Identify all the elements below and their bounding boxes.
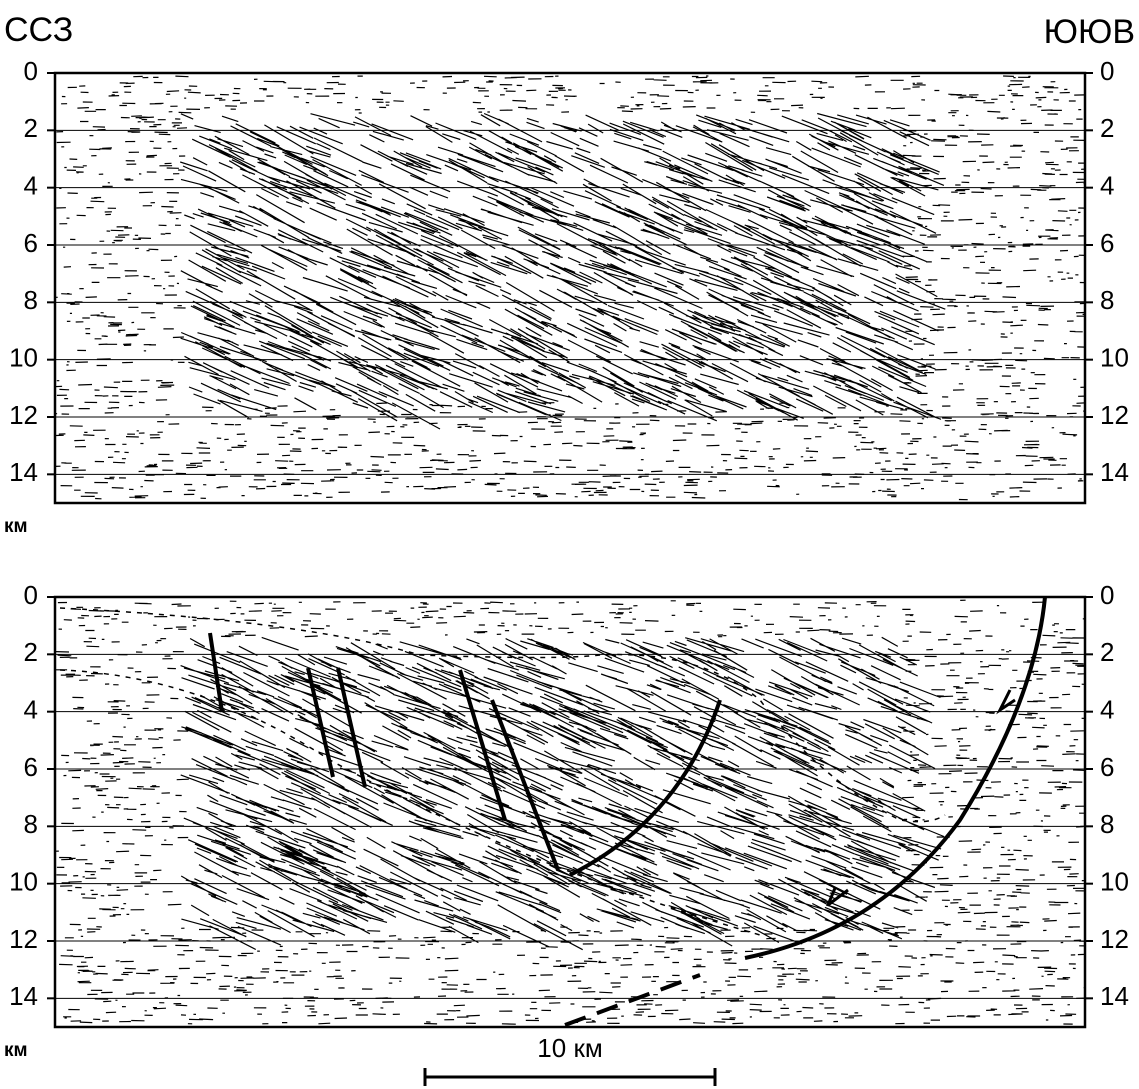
left-depth-label: 6 (24, 752, 38, 782)
left-depth-label: 0 (24, 56, 38, 86)
arrow (826, 887, 849, 907)
right-depth-label: 8 (1100, 285, 1114, 315)
left-depth-label: 4 (24, 171, 38, 201)
fault (336, 667, 367, 788)
right-depth-label: 2 (1100, 113, 1114, 143)
left-depth-label: 2 (24, 113, 38, 143)
arrow (996, 689, 1016, 715)
right-depth-label: 12 (1100, 400, 1129, 430)
detachment-fault (744, 596, 1047, 960)
scale-bar-label: 10 км (537, 1033, 602, 1063)
left-depth-label: 14 (9, 981, 38, 1011)
right-depth-label: 8 (1100, 809, 1114, 839)
left-depth-label: 8 (24, 809, 38, 839)
left-depth-label: 6 (24, 228, 38, 258)
fault (490, 699, 560, 871)
left-depth-label: 10 (9, 867, 38, 897)
depth-unit: км (4, 1040, 28, 1061)
left-depth-label: 14 (9, 457, 38, 487)
seismic-texture (55, 75, 1086, 501)
left-depth-label: 8 (24, 285, 38, 315)
panels: 0 0 2 2 4 4 6 6 8 8 10 10 12 12 14 14 км 0 0 2 2 4 4 6 6 8 8 10 10 12… (4, 56, 1129, 1061)
depth-unit: км (4, 516, 28, 537)
right-depth-label: 0 (1100, 56, 1114, 86)
panel-frame (53, 71, 1087, 505)
right-depth-label: 6 (1100, 228, 1114, 258)
fault (458, 669, 507, 821)
right-depth-label: 6 (1100, 752, 1114, 782)
horizon (59, 669, 761, 936)
left-depth-label: 10 (9, 343, 38, 373)
left-direction: ССЗ (4, 11, 73, 49)
interpretation (59, 596, 1047, 1027)
left-depth-label: 4 (24, 695, 38, 725)
dashed-fault (564, 973, 701, 1027)
seismic-panel: 0 0 2 2 4 4 6 6 8 8 10 10 12 12 14 14 км (4, 56, 1129, 537)
fault (208, 632, 224, 713)
right-depth-label: 14 (1100, 981, 1129, 1011)
right-depth-label: 10 (1100, 867, 1129, 897)
fault (569, 699, 722, 877)
left-depth-label: 0 (24, 580, 38, 610)
right-depth-label: 2 (1100, 637, 1114, 667)
left-depth-label: 2 (24, 637, 38, 667)
left-depth-label: 12 (9, 924, 38, 954)
right-depth-label: 10 (1100, 343, 1129, 373)
right-direction: ЮЮВ (1044, 13, 1135, 51)
right-depth-label: 12 (1100, 924, 1129, 954)
left-depth-label: 12 (9, 400, 38, 430)
right-depth-label: 4 (1100, 695, 1114, 725)
right-depth-label: 0 (1100, 580, 1114, 610)
right-depth-label: 4 (1100, 171, 1114, 201)
seismic-texture (55, 599, 1086, 1025)
horizon (59, 607, 946, 823)
seismic-panel: 0 0 2 2 4 4 6 6 8 8 10 10 12 12 14 14 км (4, 580, 1129, 1061)
right-depth-label: 14 (1100, 457, 1129, 487)
